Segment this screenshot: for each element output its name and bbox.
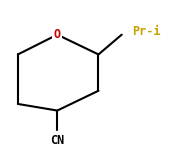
Text: O: O [54, 28, 61, 41]
Text: Pr-i: Pr-i [132, 25, 161, 38]
Text: CN: CN [50, 134, 64, 147]
